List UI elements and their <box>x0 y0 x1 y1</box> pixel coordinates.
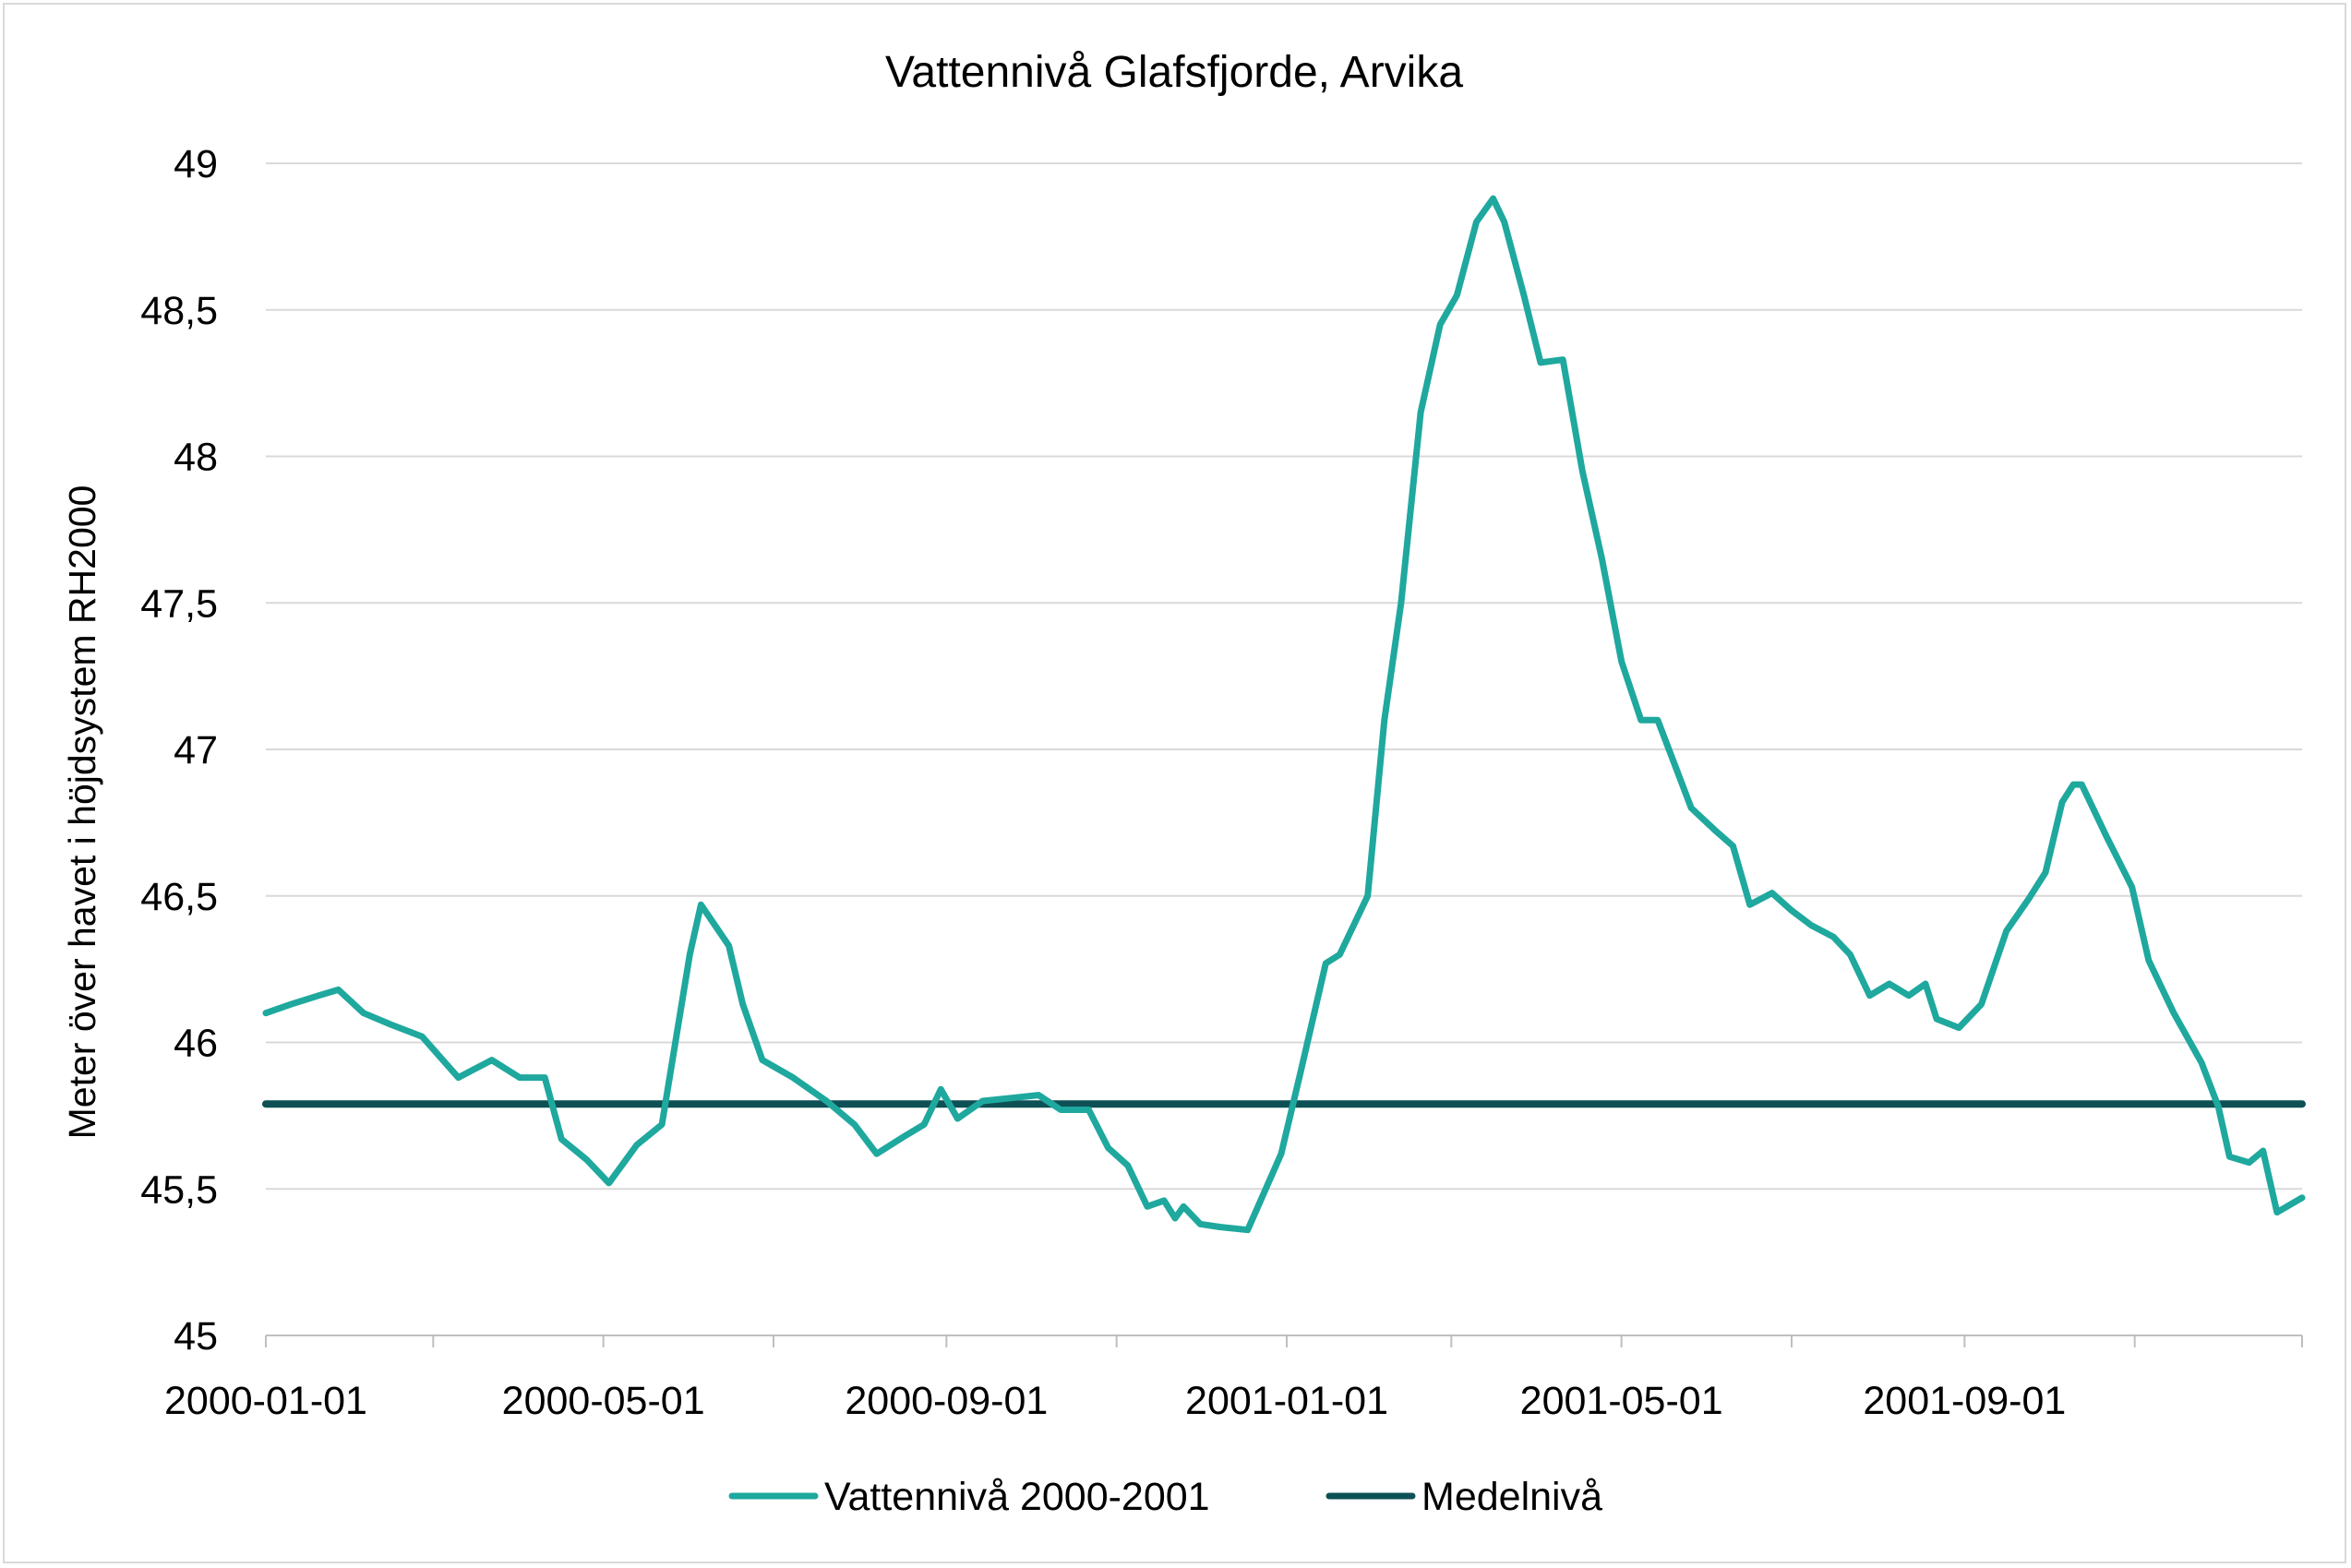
y-tick-label: 49 <box>174 142 218 186</box>
chart-frame <box>3 3 2346 1563</box>
y-tick-label: 47,5 <box>140 581 218 626</box>
gridlines <box>265 162 2303 1347</box>
x-tick-label: 2000-05-01 <box>502 1379 705 1423</box>
legend: Vattennivå 2000-2001 Medelnivå <box>728 1475 1602 1519</box>
series-line-vattenniva <box>262 195 2306 1234</box>
y-tick-label: 45,5 <box>140 1167 218 1212</box>
y-axis-label: Meter över havet i höjdsystem RH2000 <box>61 485 103 1140</box>
legend-item-vattenniva-label: Vattennivå 2000-2001 <box>824 1475 1210 1519</box>
x-tick-label: 2000-01-01 <box>164 1379 367 1423</box>
x-tick-label: 2001-09-01 <box>1863 1379 2066 1423</box>
x-tick-label: 2001-05-01 <box>1520 1379 1723 1423</box>
chart-title: Vattennivå Glafsfjorde, Arvika <box>885 48 1463 97</box>
y-tick-label: 48 <box>174 436 218 480</box>
y-tick-label: 46 <box>174 1022 218 1066</box>
y-tick-labels: 45 45,5 46 46,5 47 47,5 48 48,5 49 <box>140 142 218 1359</box>
x-tick-label: 2000-09-01 <box>845 1379 1048 1423</box>
x-tick-label: 2001-01-01 <box>1185 1379 1388 1423</box>
y-tick-label: 46,5 <box>140 875 218 919</box>
y-tick-label: 47 <box>174 728 218 772</box>
series-layer <box>262 195 2306 1234</box>
y-tick-label: 45 <box>174 1314 218 1359</box>
y-tick-label: 48,5 <box>140 289 218 333</box>
legend-item-medelniva-label: Medelnivå <box>1421 1475 1602 1519</box>
x-tick-labels: 2000-01-01 2000-05-01 2000-09-01 2001-01-01… <box>164 1379 2066 1423</box>
